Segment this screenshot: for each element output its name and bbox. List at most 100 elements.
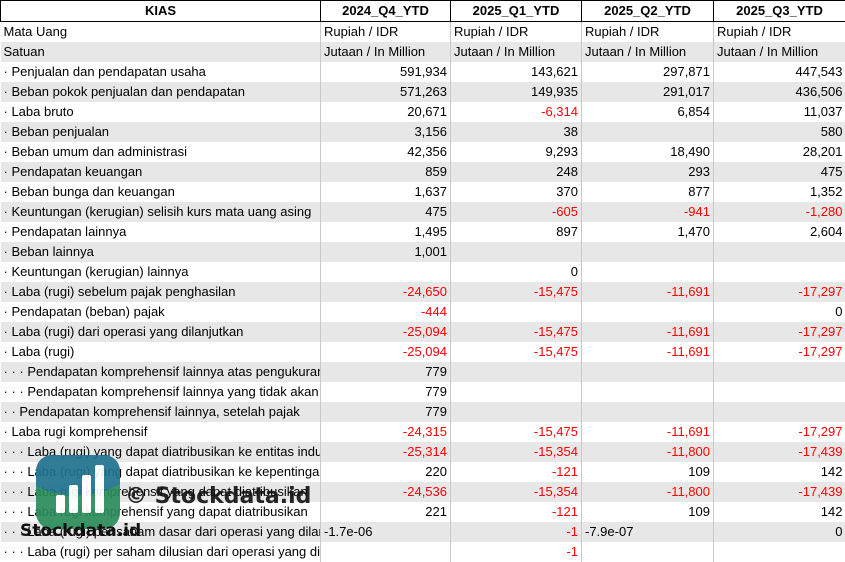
value-cell[interactable]: 779 — [321, 362, 451, 382]
value-cell[interactable]: 779 — [321, 402, 451, 422]
value-cell[interactable]: 2,604 — [714, 222, 845, 242]
value-cell[interactable]: 142 — [714, 502, 845, 522]
value-cell[interactable]: 109 — [582, 502, 714, 522]
value-cell[interactable]: -17,297 — [714, 322, 845, 342]
value-cell[interactable]: -15,354 — [451, 482, 582, 502]
value-cell[interactable] — [582, 402, 714, 422]
row-label[interactable]: · Laba (rugi) sebelum pajak penghasilan — [1, 282, 321, 302]
row-label[interactable]: · · · Laba (rugi) per saham dilusian dar… — [1, 542, 321, 562]
value-cell[interactable]: 18,490 — [582, 142, 714, 162]
value-cell[interactable]: -24,536 — [321, 482, 451, 502]
row-label[interactable]: · Laba (rugi) dari operasi yang dilanjut… — [1, 322, 321, 342]
value-cell[interactable]: 20,671 — [321, 102, 451, 122]
row-label[interactable]: · Keuntungan (kerugian) lainnya — [1, 262, 321, 282]
row-label[interactable]: · · · Laba (rugi) per saham dasar dari o… — [1, 522, 321, 542]
value-cell[interactable]: 580 — [714, 122, 845, 142]
value-cell[interactable]: 1,637 — [321, 182, 451, 202]
value-cell[interactable]: -605 — [451, 202, 582, 222]
value-cell[interactable]: 571,263 — [321, 82, 451, 102]
value-cell[interactable] — [714, 382, 845, 402]
value-cell[interactable]: -17,439 — [714, 482, 845, 502]
value-cell[interactable]: Rupiah / IDR — [321, 22, 451, 43]
value-cell[interactable] — [714, 262, 845, 282]
header-period-3[interactable]: 2025_Q2_YTD — [582, 1, 714, 22]
value-cell[interactable]: 149,935 — [451, 82, 582, 102]
value-cell[interactable]: Jutaan / In Million — [321, 42, 451, 62]
value-cell[interactable]: -25,314 — [321, 442, 451, 462]
value-cell[interactable]: 1,352 — [714, 182, 845, 202]
value-cell[interactable]: -941 — [582, 202, 714, 222]
value-cell[interactable]: -1 — [451, 542, 582, 562]
value-cell[interactable]: 221 — [321, 502, 451, 522]
value-cell[interactable]: -121 — [451, 502, 582, 522]
header-label-cell[interactable]: KIAS — [1, 1, 321, 22]
value-cell[interactable]: 370 — [451, 182, 582, 202]
value-cell[interactable]: 109 — [582, 462, 714, 482]
row-label[interactable]: · · · Pendapatan komprehensif lainnya at… — [1, 362, 321, 382]
row-label[interactable]: · Beban pokok penjualan dan pendapatan — [1, 82, 321, 102]
value-cell[interactable]: 142 — [714, 462, 845, 482]
row-label[interactable]: · Laba bruto — [1, 102, 321, 122]
value-cell[interactable]: 447,543 — [714, 62, 845, 82]
value-cell[interactable]: 897 — [451, 222, 582, 242]
value-cell[interactable] — [451, 382, 582, 402]
value-cell[interactable]: -17,297 — [714, 422, 845, 442]
value-cell[interactable]: 220 — [321, 462, 451, 482]
value-cell[interactable]: -25,094 — [321, 342, 451, 362]
value-cell[interactable] — [582, 362, 714, 382]
value-cell[interactable]: -1,280 — [714, 202, 845, 222]
row-label[interactable]: · Beban umum dan administrasi — [1, 142, 321, 162]
header-period-4[interactable]: 2025_Q3_YTD — [714, 1, 845, 22]
value-cell[interactable]: 297,871 — [582, 62, 714, 82]
row-label[interactable]: Mata Uang — [1, 22, 321, 43]
value-cell[interactable]: -1 — [451, 522, 582, 542]
value-cell[interactable]: -24,650 — [321, 282, 451, 302]
row-label[interactable]: · · · Laba rugi komprehensif yang dapat … — [1, 502, 321, 522]
value-cell[interactable]: 859 — [321, 162, 451, 182]
row-label[interactable]: · · · Laba (rugi) yang dapat diatribusik… — [1, 442, 321, 462]
value-cell[interactable]: -15,354 — [451, 442, 582, 462]
value-cell[interactable]: -11,691 — [582, 282, 714, 302]
value-cell[interactable]: 1,495 — [321, 222, 451, 242]
value-cell[interactable]: 591,934 — [321, 62, 451, 82]
value-cell[interactable]: -11,691 — [582, 322, 714, 342]
value-cell[interactable] — [714, 542, 845, 562]
row-label[interactable]: · Beban bunga dan keuangan — [1, 182, 321, 202]
value-cell[interactable]: -17,439 — [714, 442, 845, 462]
value-cell[interactable]: 3,156 — [321, 122, 451, 142]
value-cell[interactable]: Jutaan / In Million — [714, 42, 845, 62]
value-cell[interactable]: -1.7e-06 — [321, 522, 451, 542]
value-cell[interactable] — [582, 382, 714, 402]
value-cell[interactable]: 291,017 — [582, 82, 714, 102]
value-cell[interactable]: -11,691 — [582, 342, 714, 362]
value-cell[interactable] — [321, 542, 451, 562]
row-label[interactable]: · · Pendapatan komprehensif lainnya, set… — [1, 402, 321, 422]
value-cell[interactable]: 42,356 — [321, 142, 451, 162]
value-cell[interactable]: 1,470 — [582, 222, 714, 242]
value-cell[interactable] — [451, 402, 582, 422]
value-cell[interactable]: -15,475 — [451, 282, 582, 302]
value-cell[interactable]: -11,691 — [582, 422, 714, 442]
value-cell[interactable]: -11,800 — [582, 482, 714, 502]
value-cell[interactable]: 779 — [321, 382, 451, 402]
value-cell[interactable] — [582, 242, 714, 262]
value-cell[interactable]: 293 — [582, 162, 714, 182]
value-cell[interactable] — [582, 542, 714, 562]
value-cell[interactable]: 475 — [321, 202, 451, 222]
value-cell[interactable]: 248 — [451, 162, 582, 182]
row-label[interactable]: · Laba (rugi) — [1, 342, 321, 362]
header-period-1[interactable]: 2024_Q4_YTD — [321, 1, 451, 22]
value-cell[interactable]: -17,297 — [714, 342, 845, 362]
value-cell[interactable]: Jutaan / In Million — [582, 42, 714, 62]
value-cell[interactable] — [714, 362, 845, 382]
row-label[interactable]: · Beban lainnya — [1, 242, 321, 262]
value-cell[interactable]: -7.9e-07 — [582, 522, 714, 542]
value-cell[interactable]: -25,094 — [321, 322, 451, 342]
value-cell[interactable]: 143,621 — [451, 62, 582, 82]
row-label[interactable]: · Penjualan dan pendapatan usaha — [1, 62, 321, 82]
row-label[interactable]: · Pendapatan (beban) pajak — [1, 302, 321, 322]
row-label[interactable]: · Beban penjualan — [1, 122, 321, 142]
value-cell[interactable]: 0 — [714, 302, 845, 322]
value-cell[interactable]: -17,297 — [714, 282, 845, 302]
value-cell[interactable] — [321, 262, 451, 282]
